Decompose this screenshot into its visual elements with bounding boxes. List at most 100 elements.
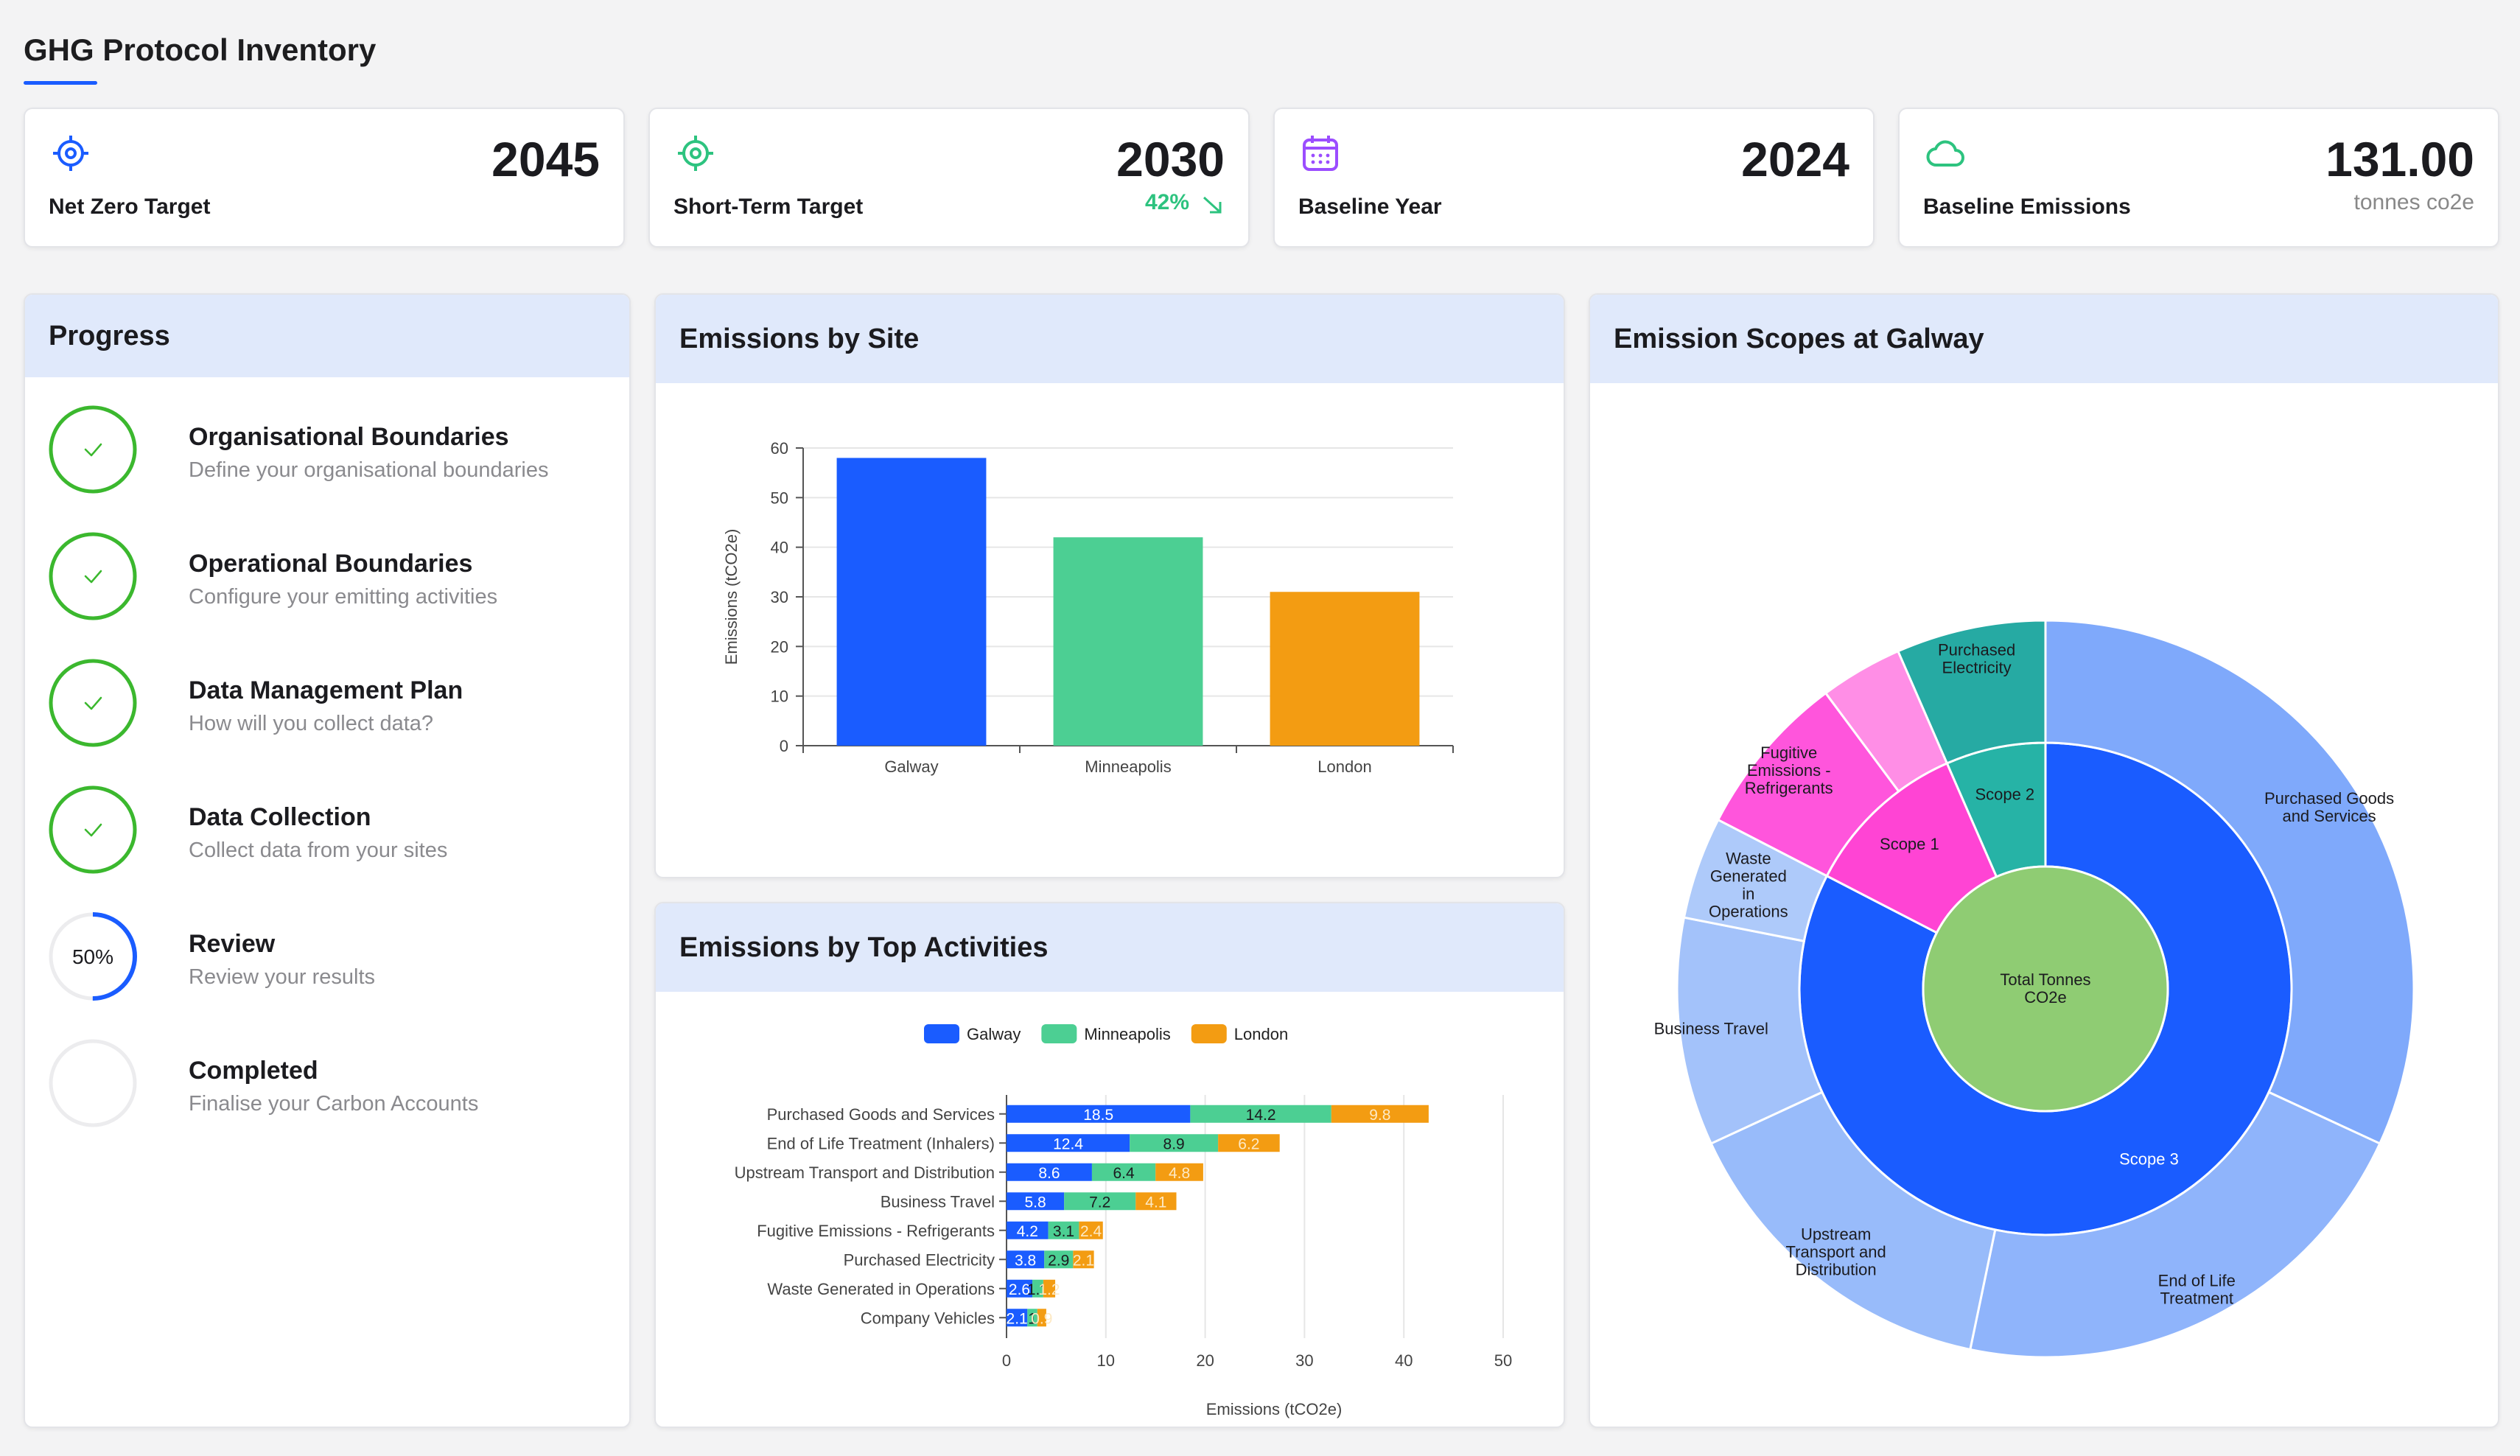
bar-value-label: 4.1 (1145, 1194, 1166, 1211)
bar-segment[interactable] (1007, 1105, 1191, 1123)
x-tick-label: 40 (1395, 1351, 1413, 1370)
panel-title: Emission Scopes at Galway (1590, 295, 2498, 383)
bar-value-label: 2.6 (1009, 1281, 1030, 1298)
bar-segment[interactable] (1007, 1309, 1028, 1327)
step-title: Completed (189, 1057, 318, 1085)
kpi-card-baseline-emissions[interactable]: Baseline Emissions 131.00 tonnes co2e (1898, 108, 2499, 248)
title-underline (24, 81, 97, 85)
y-tick-label: 60 (771, 439, 788, 458)
bar-segment[interactable] (1091, 1163, 1156, 1181)
kpi-card-baseline-year[interactable]: Baseline Year 2024 (1273, 108, 1875, 248)
bar-minneapolis[interactable] (1053, 537, 1203, 746)
bar-segment[interactable] (1073, 1250, 1094, 1269)
check-circle-icon (49, 785, 137, 874)
scope-label: Scope 3 (2119, 1150, 2179, 1169)
progress-step[interactable]: Completed Finalise your Carbon Accounts (47, 1037, 607, 1133)
bar-segment[interactable] (1007, 1221, 1049, 1239)
panel-title: Emissions by Site (656, 295, 1564, 383)
bar-segment[interactable] (1044, 1250, 1074, 1269)
kpi-label: Baseline Year (1298, 195, 1442, 219)
bar-segment[interactable] (1007, 1192, 1065, 1211)
y-tick-label: 0 (780, 737, 788, 755)
step-description: How will you collect data? (189, 712, 434, 735)
progress-step[interactable]: Operational Boundaries Configure your emi… (47, 531, 607, 626)
kpi-unit: tonnes co2e (2353, 190, 2474, 214)
progress-step[interactable]: Data Collection Collect data from your si… (47, 784, 607, 880)
bar-segment[interactable] (1007, 1163, 1092, 1181)
target-icon (678, 136, 713, 171)
category-label: End of Life Treatment (2158, 1271, 2236, 1307)
bar-segment[interactable] (1130, 1134, 1219, 1152)
bar-value-label: 3.8 (1015, 1252, 1036, 1269)
bar-segment[interactable] (1064, 1192, 1136, 1211)
emissions-by-site-chart: 0 10 20 30 40 50 60 Emissions (tCO2e) Galway Minn… (722, 439, 1454, 776)
bar-value-label: 0.9 (1031, 1310, 1052, 1327)
bar-london[interactable] (1270, 592, 1420, 746)
y-tick-label: Upstream Transport and Distribution (735, 1163, 995, 1182)
check-circle-icon (49, 405, 137, 494)
bar-segment[interactable] (1007, 1250, 1045, 1269)
kpi-value: 2045 (491, 132, 600, 186)
bar-value-label: 2.1 (1007, 1310, 1028, 1327)
bar-segment[interactable] (1135, 1192, 1177, 1211)
progress-step[interactable]: Organisational Boundaries Define your org… (47, 404, 607, 500)
y-tick-label: 50 (771, 489, 788, 507)
category-segment[interactable] (2044, 619, 2415, 1145)
x-tick-label: Galway (884, 757, 938, 776)
bar-segment[interactable] (1155, 1163, 1203, 1181)
progress-step[interactable]: 50% Review Review your results (47, 911, 607, 1007)
progress-step[interactable]: Data Management Plan How will you collect… (47, 657, 607, 753)
legend-label: London (1234, 1025, 1288, 1043)
bar-value-label: 9.8 (1369, 1107, 1390, 1124)
y-tick-label: Waste Generated in Operations (767, 1280, 995, 1298)
cloud-icon (1926, 140, 1964, 167)
kpi-card-short-term-target[interactable]: Short-Term Target 2030 42% (648, 108, 1250, 248)
bar-segment[interactable] (1032, 1279, 1043, 1298)
bar-segment[interactable] (1037, 1309, 1046, 1327)
bar-galway[interactable] (836, 458, 987, 746)
bar-value-label: 8.6 (1038, 1165, 1060, 1182)
y-tick-label: 30 (771, 588, 788, 606)
step-title: Review (189, 930, 276, 958)
emissions-by-site-panel: Emissions by Site 0 10 20 30 40 50 60 Emissions… (654, 293, 1565, 878)
total-center[interactable] (1922, 865, 2169, 1113)
bar-segment[interactable] (1007, 1279, 1033, 1298)
x-axis-label: Emissions (tCO2e) (1206, 1400, 1343, 1418)
category-label: Fugitive Emissions -Refrigerants (1745, 743, 1833, 797)
y-tick-label: Company Vehicles (861, 1309, 995, 1327)
category-segment[interactable] (1896, 619, 2047, 765)
category-label: Purchased Electricity (1938, 641, 2015, 677)
panel-title: Progress (25, 295, 629, 377)
check-circle-icon (49, 532, 137, 620)
emissions-by-activities-chart: Galway Minneapolis London 0 10 20 30 40 50 Emissi… (735, 1024, 1512, 1418)
trend-down-icon (1203, 196, 1222, 214)
bar-value-label: 6.4 (1113, 1165, 1135, 1182)
step-title: Organisational Boundaries (189, 423, 509, 451)
page-title: GHG Protocol Inventory (24, 32, 377, 67)
bar-value-label: 7.2 (1089, 1194, 1110, 1211)
bar-segment[interactable] (1007, 1134, 1130, 1152)
bar-segment[interactable] (1218, 1134, 1280, 1152)
bar-segment[interactable] (1027, 1309, 1037, 1327)
bar-segment[interactable] (1043, 1279, 1056, 1298)
bar-value-label: 12.4 (1053, 1135, 1083, 1152)
category-label: Business Travel (1654, 1019, 1768, 1037)
bar-value-label: 2.9 (1048, 1252, 1069, 1269)
bar-segment[interactable] (1190, 1105, 1331, 1123)
kpi-value: 2030 (1116, 132, 1225, 186)
kpi-card-net-zero-target[interactable]: Net Zero Target 2045 (24, 108, 625, 248)
bar-segment[interactable] (1079, 1221, 1103, 1239)
scope-label: Scope 1 (1880, 835, 1939, 853)
legend-swatch (1191, 1024, 1227, 1043)
legend-label: Galway (967, 1025, 1021, 1043)
bar-segment[interactable] (1331, 1105, 1429, 1123)
legend-label: Minneapolis (1084, 1025, 1170, 1043)
step-title: Operational Boundaries (189, 550, 473, 578)
y-tick-label: Fugitive Emissions - Refrigerants (757, 1222, 995, 1240)
bar-segment[interactable] (1048, 1221, 1079, 1239)
y-tick-label: 10 (771, 687, 788, 706)
category-segment[interactable] (1969, 1091, 2381, 1359)
progress-panel: Progress Organisational Boundaries Define… (24, 293, 631, 1428)
target-icon (53, 136, 88, 171)
panel-title: Emissions by Top Activities (656, 903, 1564, 992)
